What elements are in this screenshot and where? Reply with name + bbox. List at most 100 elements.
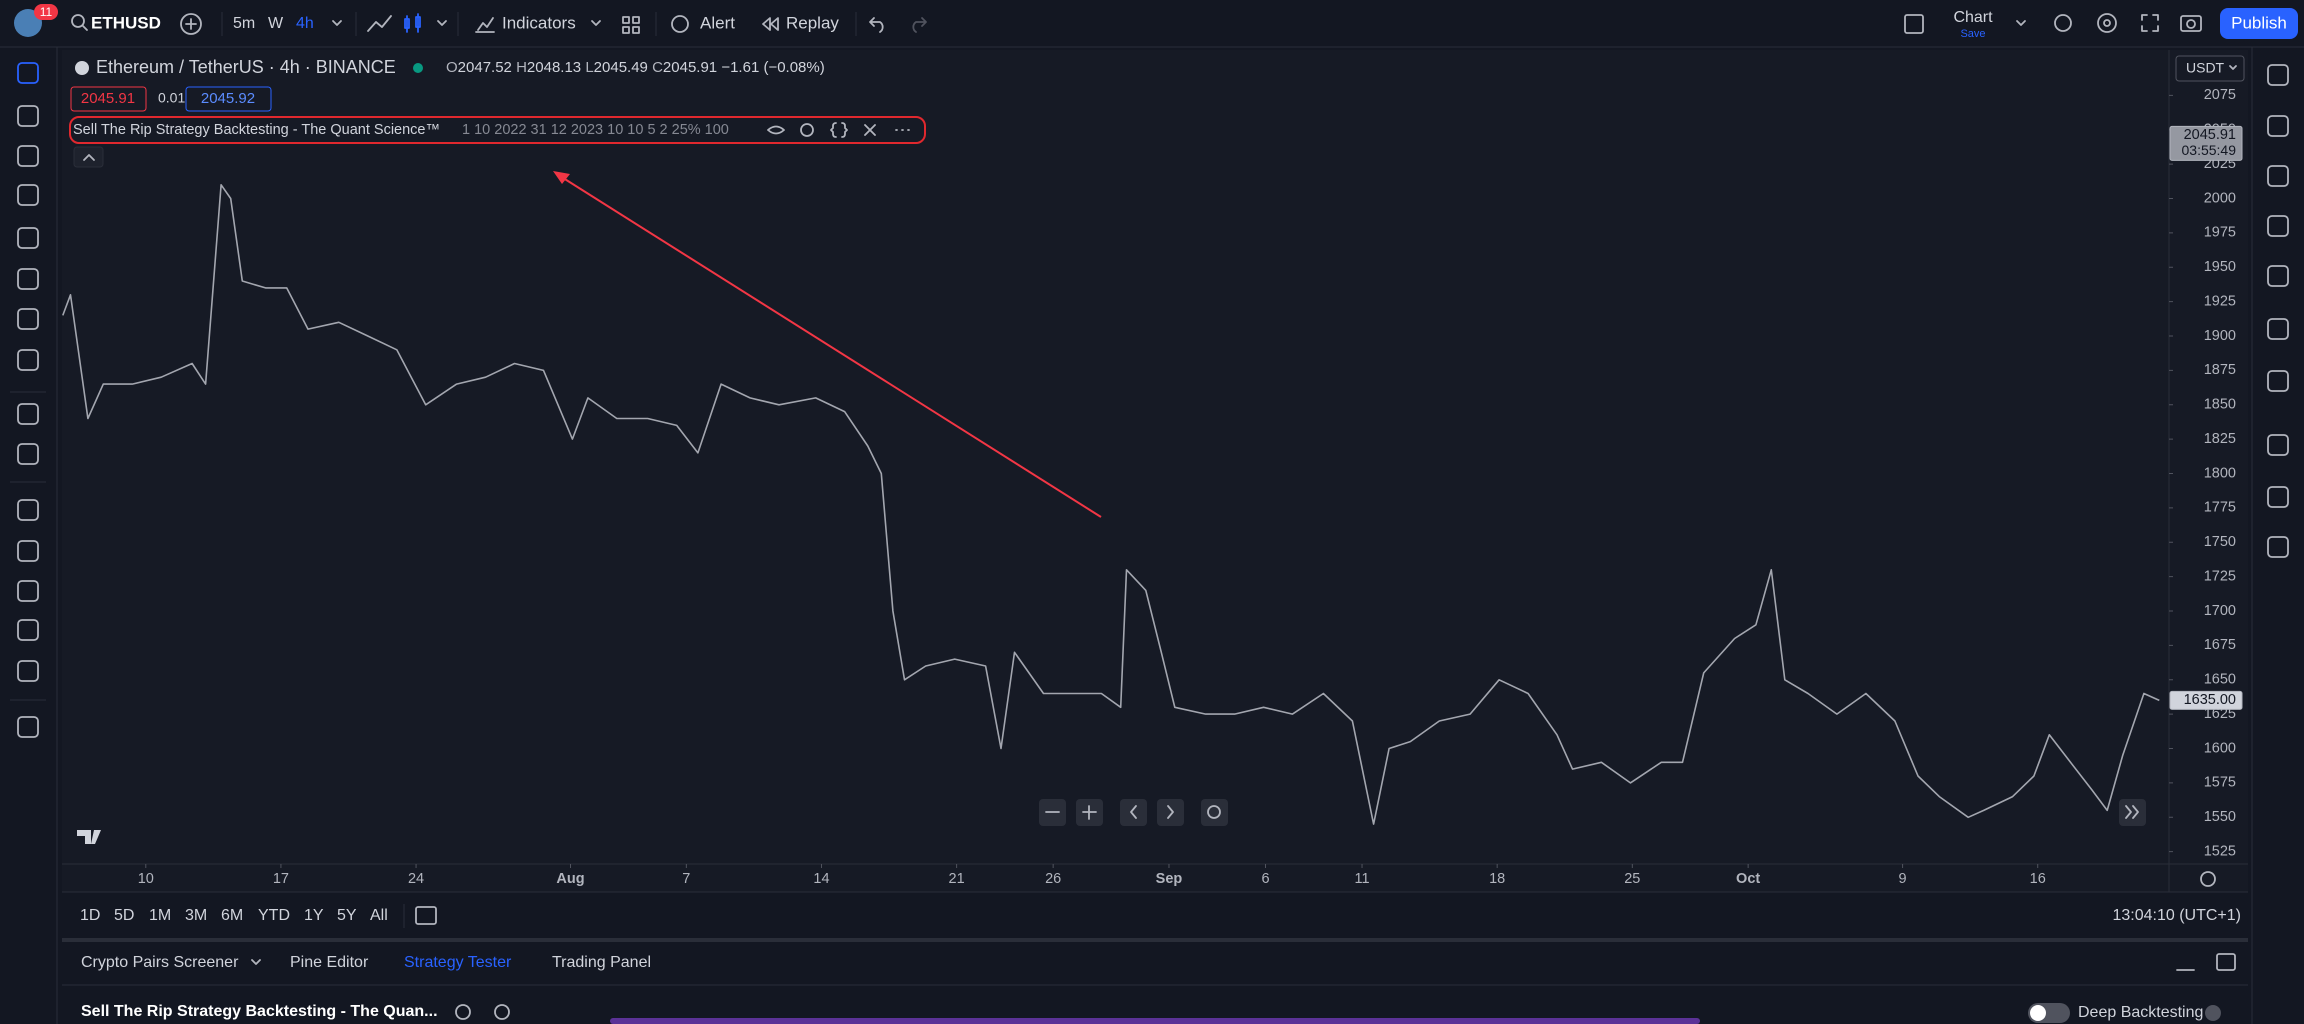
scroll-right[interactable]	[1157, 799, 1184, 826]
drawing-tool[interactable]	[17, 403, 39, 425]
drawing-tool[interactable]	[17, 184, 39, 206]
range-button[interactable]: All	[370, 907, 388, 924]
widget-button[interactable]	[2267, 165, 2289, 187]
strategy-settings[interactable]	[455, 1004, 471, 1020]
ohlc: O2047.52 H2048.13 L2045.49 C2045.91 −1.6…	[446, 59, 825, 76]
fullscreen-button[interactable]	[2141, 14, 2159, 32]
drawing-tool[interactable]	[17, 349, 39, 371]
range-button[interactable]: 5Y	[337, 907, 357, 924]
chart-type-candles[interactable]	[404, 13, 421, 33]
remove-button[interactable]	[864, 124, 876, 136]
drawing-tool[interactable]	[17, 580, 39, 602]
scroll-to-realtime[interactable]	[2119, 799, 2146, 826]
widget-button[interactable]	[2267, 215, 2289, 237]
strategy-alert[interactable]	[494, 1004, 510, 1020]
chevron[interactable]	[332, 20, 342, 26]
drawing-tool[interactable]	[17, 660, 39, 682]
widget-button[interactable]	[2267, 486, 2289, 508]
maximize-panel[interactable]	[2216, 953, 2236, 971]
layout-name[interactable]: Chart	[1953, 9, 1993, 26]
widget-button[interactable]	[2267, 536, 2289, 558]
replay-button[interactable]: Replay	[786, 13, 839, 32]
collapse-button[interactable]	[73, 146, 104, 168]
publish-button[interactable]	[2220, 8, 2298, 39]
plot: 1525155015751600162516501675170017251750…	[62, 87, 2243, 887]
chevron	[1167, 805, 1174, 819]
drawing-tool[interactable]	[17, 540, 39, 562]
drawing-tool[interactable]	[17, 716, 39, 738]
go-to-date[interactable]	[415, 906, 437, 925]
drawing-tool[interactable]	[17, 105, 39, 127]
widget-button[interactable]	[2267, 115, 2289, 137]
clock[interactable]: 13:04:10 (UTC+1)	[2112, 907, 2241, 924]
settings-button[interactable]	[800, 123, 814, 137]
drawing-tool[interactable]	[17, 308, 39, 330]
deep-backtesting-label: Deep Backtesting	[2078, 1004, 2203, 1021]
y-tick-label: 1575	[2204, 775, 2236, 791]
panel-tab[interactable]: Strategy Tester	[404, 954, 512, 971]
scroll-left[interactable]	[1120, 799, 1147, 826]
source-code-button[interactable]	[830, 122, 848, 138]
interval[interactable]: 5m	[233, 15, 255, 32]
notification-badge[interactable]	[34, 4, 58, 20]
layout-save[interactable]: Save	[1960, 28, 1985, 40]
drawing-tool[interactable]	[17, 619, 39, 641]
range-button[interactable]: 1M	[149, 907, 171, 924]
quick-search[interactable]	[2054, 14, 2072, 32]
help-button[interactable]	[2205, 1005, 2221, 1021]
market-status[interactable]	[413, 63, 423, 73]
y-tick-label: 1975	[2204, 225, 2236, 241]
panel-tab[interactable]: Trading Panel	[552, 954, 651, 971]
panel-tab[interactable]: Pine Editor	[290, 954, 369, 971]
panel-tab[interactable]: Crypto Pairs Screener	[81, 954, 239, 971]
select-layout[interactable]	[1904, 14, 1924, 34]
range-button[interactable]: 5D	[114, 907, 134, 924]
symbol-search[interactable]: ETHUSD	[91, 13, 161, 32]
settings-button[interactable]	[2097, 13, 2117, 33]
range-button[interactable]: 1Y	[304, 907, 324, 924]
screenshot-button[interactable]	[2180, 15, 2202, 32]
time-axis-settings[interactable]	[2200, 871, 2216, 887]
indicators-button[interactable]: Indicators	[502, 13, 576, 32]
tradingview-logo[interactable]	[77, 830, 101, 844]
drawing-tool[interactable]	[17, 227, 39, 249]
range-button[interactable]: 1D	[80, 907, 100, 924]
drawing-tool[interactable]	[17, 268, 39, 290]
undo-button[interactable]	[869, 17, 884, 33]
widget-button[interactable]	[2267, 434, 2289, 456]
interval[interactable]: 4h	[296, 15, 314, 32]
avatar[interactable]	[14, 9, 42, 37]
chart-type-line[interactable]	[367, 15, 392, 32]
widget-button[interactable]	[2267, 265, 2289, 287]
strategy-title[interactable]: Sell The Rip Strategy Backtesting - The …	[81, 1003, 438, 1020]
drawing-tool[interactable]	[17, 62, 39, 84]
drawing-tool[interactable]	[17, 443, 39, 465]
chevron[interactable]	[591, 20, 601, 26]
widget-button[interactable]	[2267, 318, 2289, 340]
symbol-title[interactable]: Ethereum / TetherUS · 4h · BINANCE	[96, 57, 396, 77]
compare-button[interactable]	[180, 13, 202, 35]
chevron[interactable]	[251, 959, 261, 965]
reset-chart[interactable]	[1201, 799, 1228, 826]
search-icon[interactable]	[71, 14, 85, 28]
drawing-tool[interactable]	[17, 499, 39, 521]
visibility-button[interactable]	[767, 125, 785, 135]
indicator-name[interactable]: Sell The Rip Strategy Backtesting - The …	[73, 122, 440, 138]
range-button[interactable]: 6M	[221, 907, 243, 924]
buy-button[interactable]	[185, 86, 272, 112]
layouts-button[interactable]	[622, 16, 640, 34]
chevron[interactable]	[2016, 20, 2026, 26]
notification-count: 11	[40, 5, 53, 19]
range-button[interactable]: 3M	[185, 907, 207, 924]
chevron[interactable]	[437, 20, 447, 26]
drawing-tool[interactable]	[17, 145, 39, 167]
sell-button[interactable]	[70, 86, 147, 112]
panel-resizer[interactable]	[62, 938, 2248, 942]
widget-button[interactable]	[2267, 370, 2289, 392]
redo-button[interactable]	[912, 17, 927, 33]
alert-button[interactable]: Alert	[700, 13, 735, 32]
interval[interactable]: W	[268, 15, 284, 32]
range-button[interactable]: YTD	[258, 907, 290, 924]
currency-selector[interactable]	[2175, 55, 2245, 82]
widget-button[interactable]	[2267, 64, 2289, 86]
